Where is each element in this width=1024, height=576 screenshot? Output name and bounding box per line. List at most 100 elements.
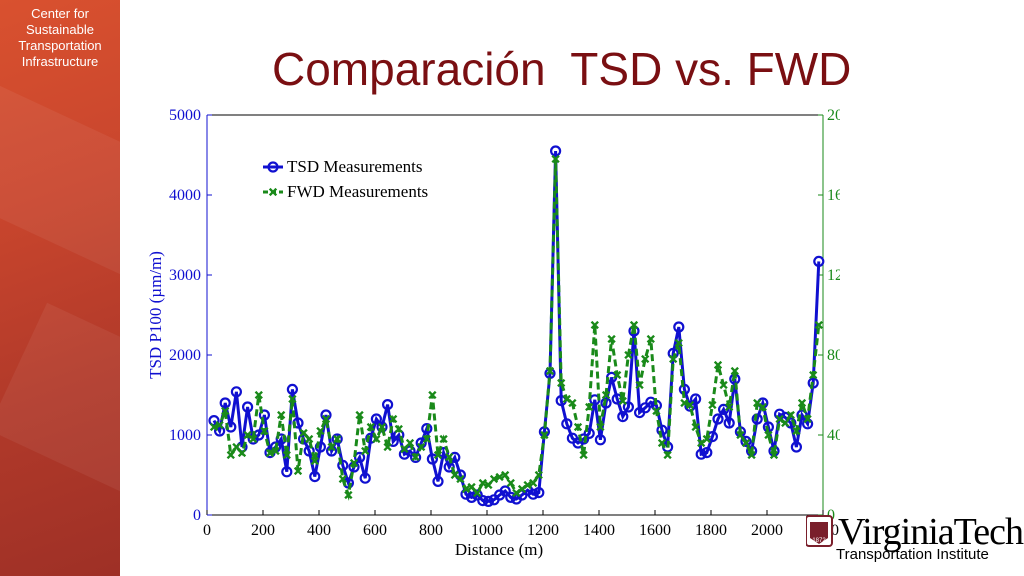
x-tick-label: 0: [203, 522, 211, 539]
fwd-data-point: [814, 320, 823, 330]
fwd-data-point: [652, 406, 661, 416]
fwd-data-point: [769, 450, 779, 460]
tsd-data-point: [712, 413, 724, 425]
tsd-data-point: [594, 434, 606, 446]
fwd-data-point: [573, 422, 583, 432]
tsd-data-point: [723, 417, 735, 429]
fwd-data-point: [534, 470, 543, 480]
sidebar-panel: Center for Sustainable Transportation In…: [0, 0, 120, 576]
fwd-data-point: [685, 400, 695, 410]
tsd-data-point: [807, 377, 819, 389]
fwd-data-point: [764, 430, 773, 440]
fwd-data-point: [702, 434, 711, 444]
fwd-data-point: [579, 450, 588, 460]
fwd-data-point: [333, 434, 342, 444]
fwd-data-point: [725, 402, 734, 412]
tsd-data-point: [258, 409, 271, 421]
left-tick-label: 0: [193, 507, 201, 524]
tsd-data-point: [622, 401, 634, 413]
fwd-data-point: [590, 320, 599, 330]
left-tick-label: 4000: [169, 187, 201, 204]
fwd-data-point: [260, 426, 269, 436]
tsd-data-point: [482, 495, 494, 507]
tsd-data-point: [527, 488, 539, 500]
fwd-data-point: [321, 414, 331, 424]
fwd-data-point: [758, 402, 767, 412]
x-axis-label: Distance (m): [455, 540, 543, 559]
fwd-data-point: [540, 430, 549, 440]
tsd-data-point: [286, 383, 298, 395]
fwd-data-point: [523, 480, 532, 490]
fwd-data-point: [316, 426, 325, 436]
fwd-data-point: [439, 434, 448, 444]
tsd-data-point: [359, 472, 371, 484]
tsd-data-point: [533, 487, 545, 499]
fwd-data-point: [781, 418, 790, 428]
tsd-data-point: [382, 399, 394, 411]
fwd-data-point: [237, 448, 247, 458]
fwd-data-point: [422, 434, 431, 444]
left-tick-label: 1000: [169, 427, 201, 444]
fwd-data-point: [495, 472, 504, 482]
fwd-data-point: [349, 458, 359, 468]
fwd-data-point: [747, 450, 756, 460]
fwd-data-point: [338, 474, 347, 484]
fwd-data-point: [713, 360, 723, 370]
right-tick-label: 2000: [827, 107, 840, 124]
x-tick-label: 800: [419, 522, 443, 539]
fwd-data-point: [663, 450, 672, 460]
fwd-data-point: [277, 410, 286, 420]
fwd-data-point: [607, 334, 616, 344]
x-tick-label: 1200: [527, 522, 559, 539]
fwd-data-point: [400, 444, 409, 454]
fwd-data-point: [445, 452, 454, 462]
sidebar-facet: [0, 83, 120, 277]
tsd-data-point: [230, 386, 243, 398]
fwd-data-point: [618, 396, 627, 406]
tsd-data-point: [561, 418, 573, 430]
tsd-data-point: [617, 411, 629, 423]
fwd-data-point: [394, 424, 403, 434]
fwd-data-point: [271, 446, 280, 456]
x-tick-label: 600: [363, 522, 387, 539]
tsd-data-point: [432, 475, 444, 487]
left-tick-label: 3000: [169, 267, 201, 284]
x-tick-label: 1400: [583, 522, 615, 539]
fwd-data-point: [624, 350, 633, 360]
fwd-data-point: [226, 450, 235, 460]
tsd-data-point: [466, 491, 478, 503]
fwd-data-point: [377, 422, 387, 432]
legend-marker: [268, 187, 278, 197]
fwd-data-point: [635, 380, 644, 390]
tsd-data-point: [477, 495, 489, 507]
legend: TSD Measurements FWD Measurements: [263, 157, 428, 201]
fwd-data-point: [585, 402, 594, 412]
fwd-data-point: [383, 442, 392, 452]
fwd-data-point: [489, 474, 499, 484]
legend-label: FWD Measurements: [287, 182, 428, 201]
tsd-data-point: [689, 393, 702, 405]
virginia-tech-logo: 1872: [806, 515, 833, 547]
fwd-data-point: [389, 414, 398, 424]
center-name-label: Center for Sustainable Transportation In…: [18, 6, 102, 69]
fwd-data-point: [568, 398, 577, 408]
fwd-data-point: [708, 400, 717, 410]
legend-label: TSD Measurements: [287, 157, 423, 176]
fwd-data-point: [473, 488, 482, 498]
fwd-data-point: [646, 334, 655, 344]
fwd-data-point: [433, 450, 443, 460]
fwd-data-point: [249, 434, 258, 444]
seal-icon: 1872: [806, 515, 833, 547]
x-tick-label: 2000: [751, 522, 783, 539]
tsd-data-point: [309, 471, 321, 483]
x-tick-label: 1800: [695, 522, 727, 539]
fwd-data-point: [478, 478, 487, 488]
x-tick-label: 1600: [639, 522, 671, 539]
x-tick-label: 1000: [471, 522, 503, 539]
tsd-data-point: [639, 402, 651, 414]
fwd-data-point: [461, 484, 471, 494]
legend-marker: [267, 161, 279, 173]
tsd-data-point: [354, 451, 366, 463]
right-tick-label: 1200: [827, 267, 840, 284]
fwd-data-point: [484, 480, 493, 490]
